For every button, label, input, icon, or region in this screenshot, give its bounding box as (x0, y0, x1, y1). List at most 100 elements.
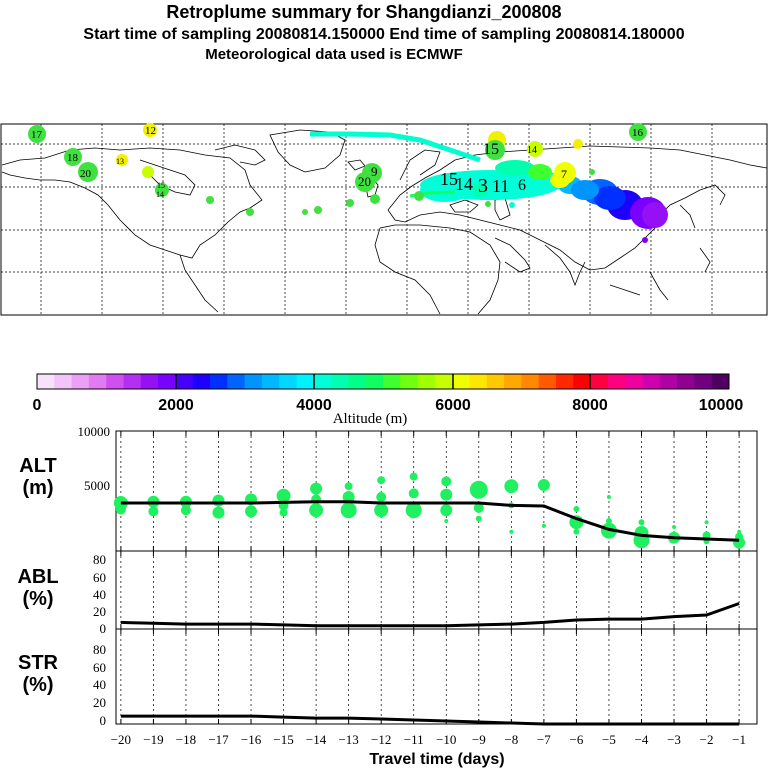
x-tick: −18 (176, 732, 196, 747)
colorbar-tick: 2000 (158, 397, 194, 414)
str-line (120, 714, 740, 726)
map-label: 14 (156, 190, 164, 199)
map-label: 18 (67, 152, 79, 164)
alt-marker (212, 506, 225, 519)
colorbar-swatch (486, 374, 505, 389)
x-tick: −13 (338, 732, 358, 747)
map-panel: 17 12 18 20 13 15 14 20 9 15 14 7 16 15 … (0, 123, 768, 316)
map-label: 15 (483, 141, 499, 158)
abl-ytick: 80 (93, 552, 106, 567)
alt-marker (180, 505, 191, 516)
colorbar-tick: 8000 (572, 397, 608, 414)
alt-marker (475, 515, 482, 522)
colorbar-swatch (279, 374, 297, 389)
x-tick: −12 (371, 732, 391, 747)
alt-marker (509, 529, 514, 534)
map-label: 12 (145, 125, 156, 137)
colorbar-swatch (54, 374, 73, 389)
alt-marker (245, 505, 258, 518)
coastlines (1, 129, 768, 315)
alt-marker (733, 536, 746, 549)
colorbar-swatch (711, 374, 730, 389)
colorbar-swatch (158, 374, 176, 389)
alt-marker (279, 508, 288, 517)
colorbar-swatch (140, 374, 159, 389)
alt-marker (704, 520, 709, 525)
alt-marker (605, 518, 612, 524)
x-tick: −11 (404, 732, 424, 747)
colorbar-swatch (331, 374, 349, 389)
colorbar-swatch (625, 374, 643, 389)
colorbar-tick: 6000 (435, 397, 471, 414)
colorbar-ticks: 0 2000 4000 6000 8000 10000 (33, 397, 744, 414)
alt-marker (441, 476, 452, 487)
alt-marker (340, 502, 357, 519)
colorbar-swatch (538, 374, 557, 389)
abl-ytick: 0 (100, 621, 107, 636)
colorbar-swatch (417, 374, 436, 389)
str-ytick: 80 (93, 642, 106, 657)
alt-marker (374, 503, 389, 518)
colorbar-frame (36, 373, 730, 390)
colorbar-swatch (261, 374, 280, 389)
map-label: 11 (492, 176, 509, 196)
x-tick: −9 (472, 732, 486, 747)
x-tick: −14 (306, 732, 327, 747)
x-tick: −7 (537, 732, 551, 747)
alt-marker (310, 482, 323, 495)
colorbar-swatch (607, 374, 626, 389)
colorbar-swatch (37, 374, 55, 389)
alt-marker (377, 476, 386, 485)
colorbar-swatch (677, 374, 695, 389)
alt-marker (702, 531, 711, 540)
alt-marker (537, 479, 550, 491)
alt-marker (504, 479, 519, 494)
colorbar-swatch (521, 374, 540, 389)
x-tick: −17 (208, 732, 229, 747)
colorbar-tick: 4000 (296, 397, 332, 414)
map-label: 6 (518, 177, 526, 194)
colorbar-swatch (123, 374, 142, 389)
alt-marker (342, 491, 355, 503)
x-tick: −3 (667, 732, 681, 747)
abl-ytick: 40 (93, 587, 106, 602)
str-ytick: 40 (93, 677, 106, 692)
plume-trajectory (28, 123, 668, 243)
alt-marker (212, 494, 225, 507)
colorbar-label: Altitude (m) (333, 411, 408, 427)
alt-marker (672, 525, 677, 529)
colorbar-swatch (192, 374, 211, 389)
alt-marker (606, 495, 611, 499)
x-axis-label: Travel time (days) (369, 751, 504, 768)
abl-ytick: 20 (93, 604, 106, 619)
map-label: 7 (561, 167, 567, 181)
map-label: 15 (157, 181, 165, 190)
colorbar-swatch (106, 374, 124, 389)
map-label: 20 (80, 168, 92, 180)
abl-panel-label: ABL (%) (17, 566, 59, 610)
alt-marker (473, 502, 484, 513)
x-tick: −1 (732, 732, 746, 747)
alt-marker (409, 472, 418, 481)
alt-marker (440, 504, 453, 517)
colorbar-swatch (504, 374, 522, 389)
map-label: 9 (371, 164, 378, 179)
abl-ytick: 60 (93, 570, 106, 585)
colorbar-swatch (227, 374, 246, 389)
map-label: 13 (116, 157, 124, 166)
map-label: 20 (358, 174, 371, 189)
colorbar-swatch (434, 374, 453, 389)
x-tick: −16 (241, 732, 262, 747)
alt-marker (541, 523, 546, 528)
alt-marker (115, 504, 126, 515)
map-label: 14 (527, 145, 537, 156)
x-tick: −6 (569, 732, 583, 747)
colorbar-swatch (244, 374, 263, 389)
colorbar-swatch (71, 374, 90, 389)
colorbar-swatch (452, 374, 470, 389)
alt-marker (638, 519, 645, 526)
alt-marker (376, 492, 387, 502)
x-tick: −4 (635, 732, 649, 747)
map-label: 3 (478, 175, 488, 197)
alt-marker (148, 506, 159, 517)
